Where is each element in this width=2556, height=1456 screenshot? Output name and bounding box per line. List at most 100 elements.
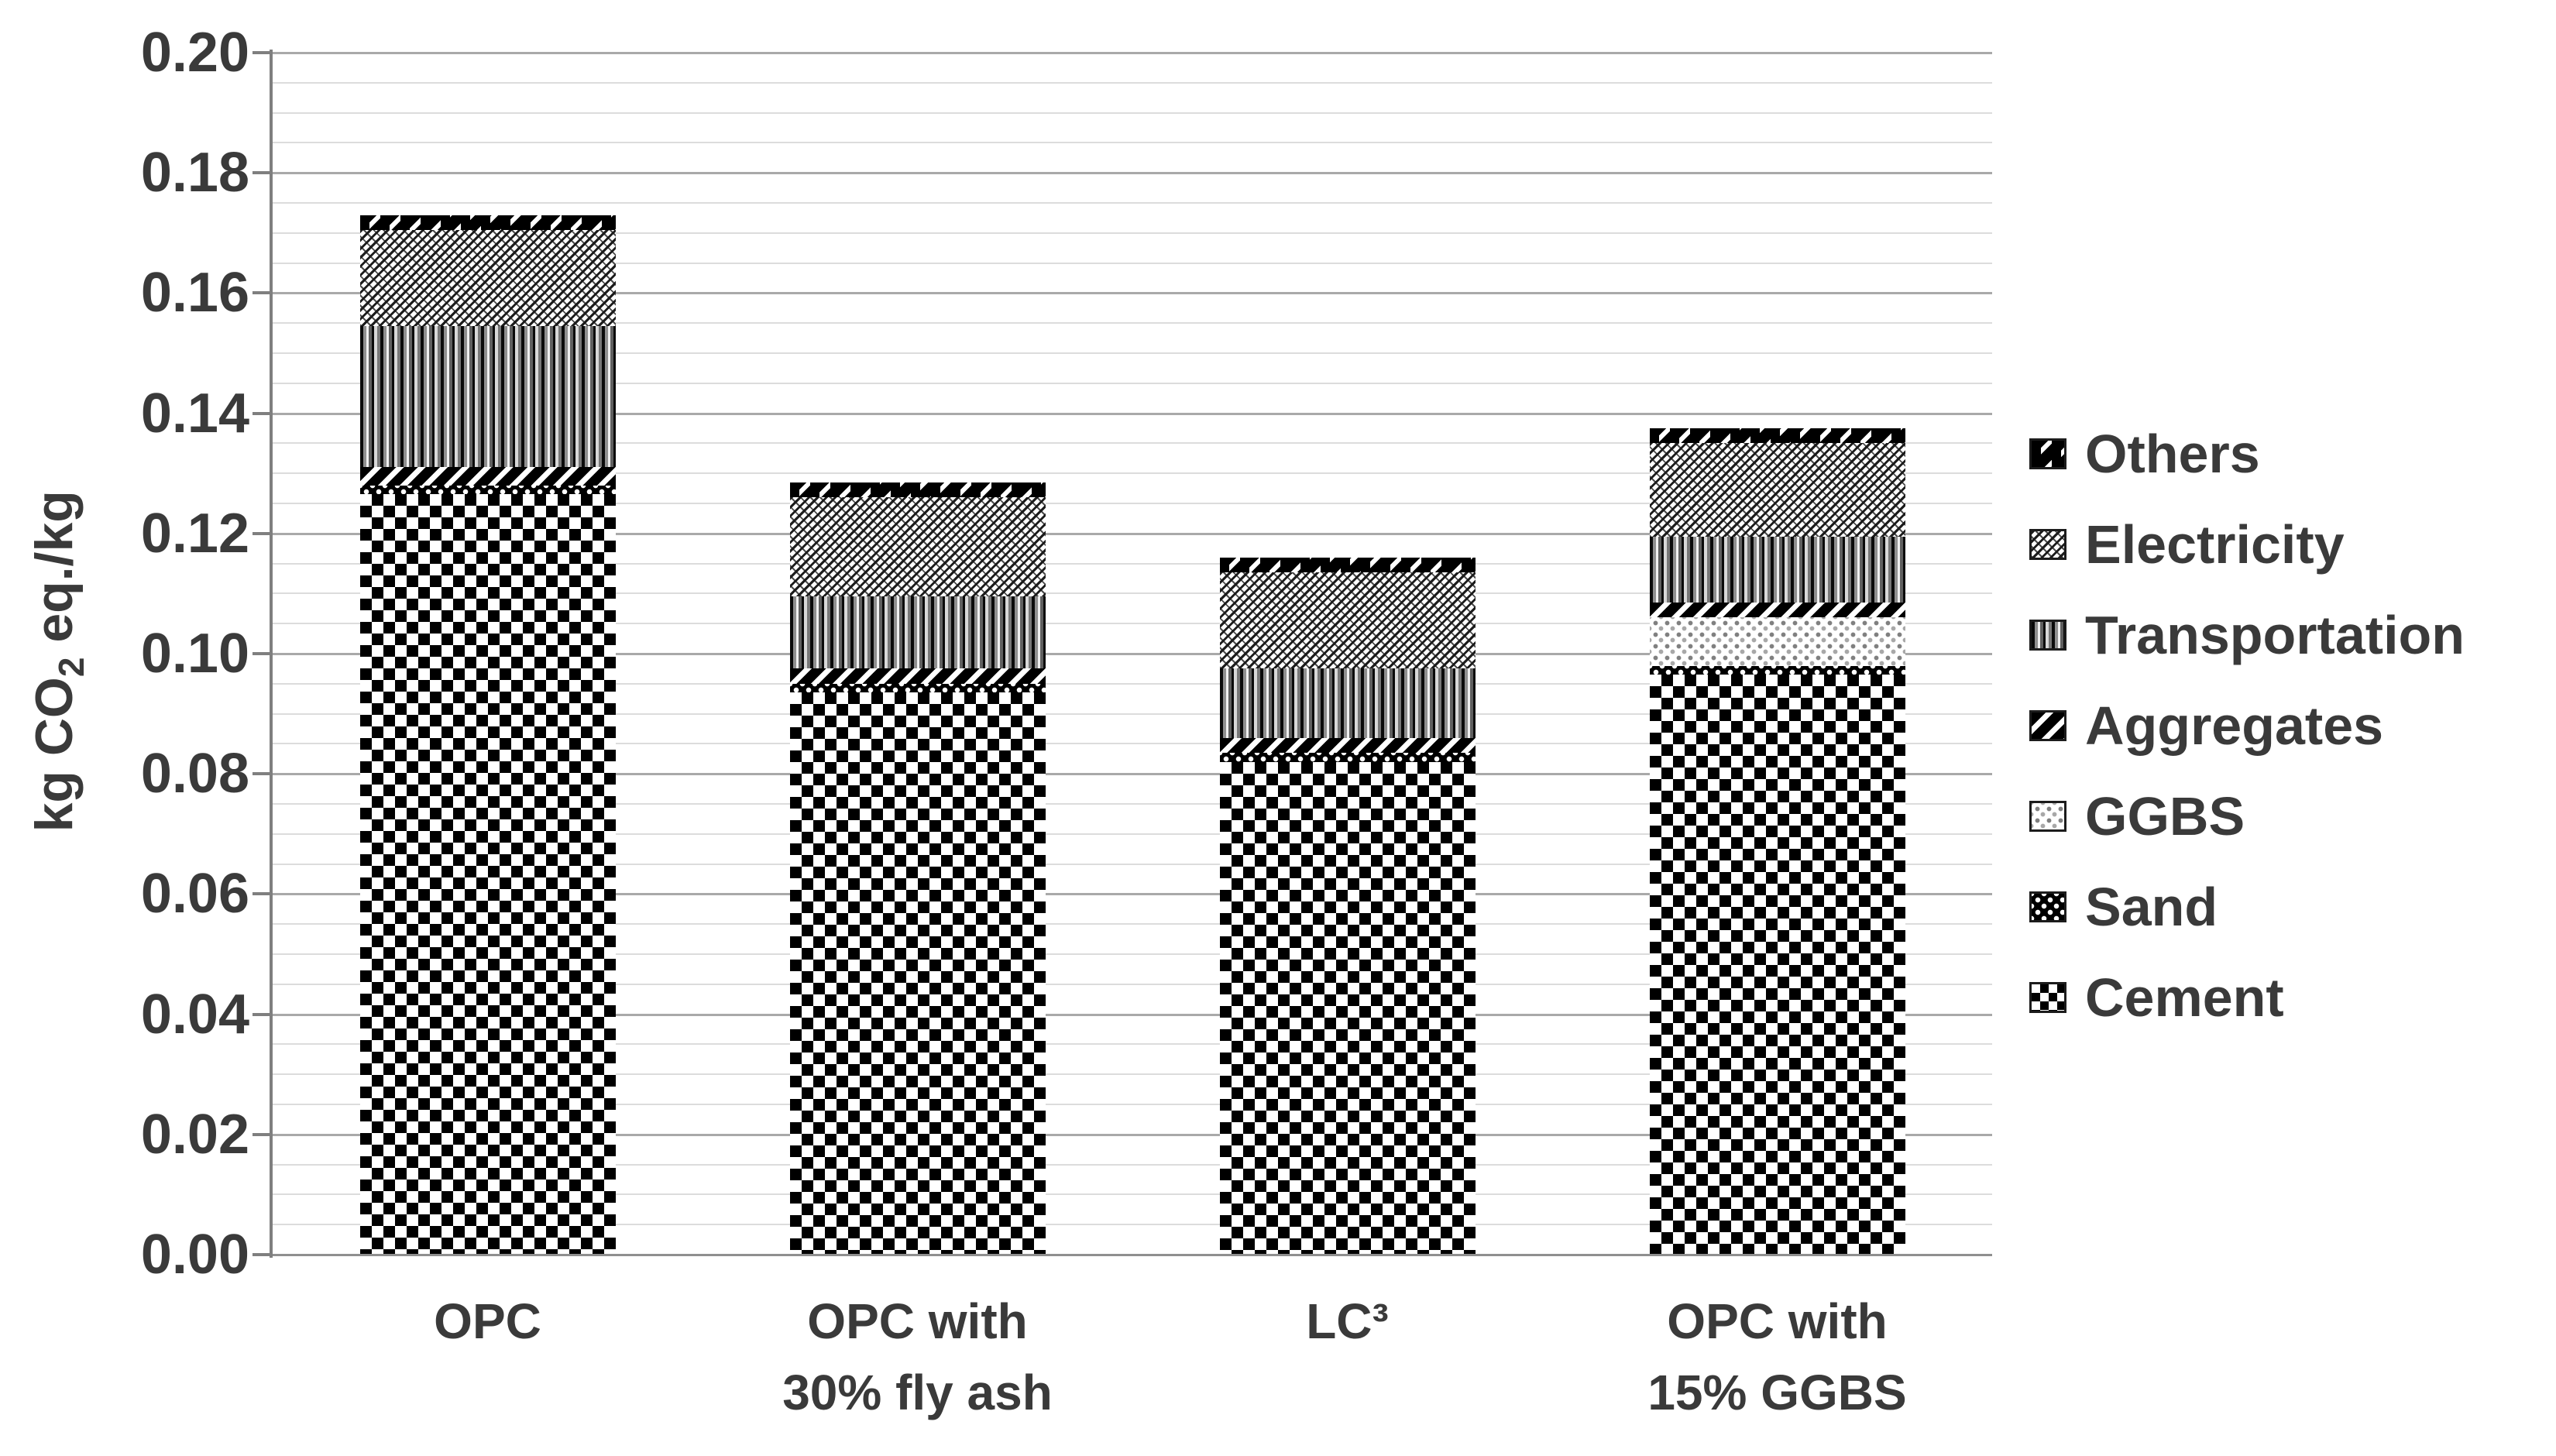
- major-gridline: [273, 52, 1992, 54]
- minor-gridline: [273, 1163, 1992, 1166]
- y-tick-mark: [253, 1012, 273, 1016]
- legend-item-others: Others: [2029, 408, 2260, 499]
- bar-segment-others: [1649, 428, 1905, 444]
- x-category-label: OPC with 15% GGBS: [1561, 1286, 1994, 1428]
- minor-gridline: [273, 382, 1992, 384]
- y-tick-label: 0.10: [140, 623, 249, 685]
- legend-item-sand: Sand: [2029, 861, 2218, 952]
- y-axis-title-prefix: kg CO: [25, 677, 84, 833]
- minor-gridline: [273, 682, 1992, 685]
- minor-gridline: [273, 803, 1992, 805]
- x-category-label-line: OPC with: [807, 1293, 1028, 1349]
- y-tick-label: 0.02: [140, 1103, 249, 1166]
- y-tick-mark: [253, 291, 273, 295]
- y-tick-mark: [253, 1132, 273, 1136]
- bar-segment-cement: [1219, 761, 1476, 1255]
- minor-gridline: [273, 1043, 1992, 1046]
- minor-gridline: [273, 923, 1992, 925]
- bar-segment-cement: [789, 692, 1046, 1255]
- minor-gridline: [273, 592, 1992, 595]
- bar-segment-others: [789, 482, 1046, 498]
- minor-gridline: [273, 1104, 1992, 1105]
- minor-gridline: [273, 1073, 1992, 1076]
- y-tick-label: 0.14: [140, 382, 249, 445]
- x-axis-baseline: [273, 1254, 1992, 1256]
- y-tick-label: 0.06: [140, 863, 249, 925]
- bar-segment-sand: [359, 485, 616, 495]
- bar-4: [1649, 53, 1905, 1255]
- ggbs-pattern-swatch: [2029, 800, 2066, 832]
- y-tick-mark: [253, 892, 273, 896]
- minor-gridline: [273, 81, 1992, 84]
- x-category-label-line: OPC: [434, 1293, 541, 1349]
- legend-label: Electricity: [2085, 513, 2345, 575]
- bar-segment-electricity: [789, 497, 1046, 597]
- bar-segment-aggregates: [359, 467, 616, 486]
- y-tick-mark: [253, 411, 273, 415]
- minor-gridline: [273, 472, 1992, 475]
- minor-gridline: [273, 232, 1992, 234]
- minor-gridline: [273, 863, 1992, 865]
- major-gridline: [273, 893, 1992, 896]
- minor-gridline: [273, 262, 1992, 264]
- bar-segment-electricity: [1649, 443, 1905, 537]
- bar-segment-sand: [1649, 665, 1905, 675]
- legend-label: Others: [2085, 423, 2260, 484]
- minor-gridline: [273, 442, 1992, 445]
- major-gridline: [273, 532, 1992, 535]
- x-category-label: OPC: [271, 1286, 705, 1357]
- minor-gridline: [273, 833, 1992, 835]
- minor-gridline: [273, 983, 1992, 985]
- bar-segment-transportation: [359, 326, 616, 468]
- y-tick-label: 0.00: [140, 1224, 249, 1286]
- y-tick-mark: [253, 51, 273, 54]
- y-tick-label: 0.18: [140, 142, 249, 204]
- bar-segment-sand: [1219, 753, 1476, 762]
- bar-segment-transportation: [1219, 668, 1476, 738]
- bar-segment-ggbs: [1649, 617, 1905, 666]
- legend-label: Transportation: [2085, 604, 2465, 665]
- legend-item-transportation: Transportation: [2029, 589, 2465, 680]
- y-axis-title-suffix: eq./kg: [25, 490, 84, 658]
- y-tick-label: 0.12: [140, 502, 249, 565]
- major-gridline: [273, 1013, 1992, 1016]
- bar-segment-cement: [1649, 675, 1905, 1255]
- bar-segment-cement: [359, 494, 616, 1255]
- legend-item-aggregates: Aggregates: [2029, 680, 2383, 771]
- major-gridline: [273, 1133, 1992, 1136]
- plot-area: [273, 52, 1992, 1255]
- y-axis-title-subscript: 2: [50, 657, 91, 678]
- bar-segment-aggregates: [789, 668, 1046, 684]
- x-category-label: LC³: [1131, 1286, 1565, 1357]
- minor-gridline: [273, 142, 1992, 144]
- y-axis-title: kg CO2 eq./kg: [24, 367, 92, 956]
- legend-label: GGBS: [2085, 785, 2245, 846]
- legend-label: Aggregates: [2085, 695, 2384, 756]
- major-gridline: [273, 653, 1992, 655]
- minor-gridline: [273, 713, 1992, 715]
- legend-item-electricity: Electricity: [2029, 499, 2345, 589]
- sand-pattern-swatch: [2029, 891, 2066, 922]
- y-tick-mark: [253, 531, 273, 535]
- aggregates-pattern-swatch: [2029, 709, 2066, 741]
- bar-segment-transportation: [1649, 536, 1905, 603]
- minor-gridline: [273, 202, 1992, 204]
- transportation-pattern-swatch: [2029, 619, 2066, 651]
- major-gridline: [273, 292, 1992, 295]
- bar-2: [789, 53, 1046, 1255]
- bar-segment-aggregates: [1219, 737, 1476, 754]
- x-category-label-line: LC³: [1306, 1293, 1389, 1349]
- x-category-label: OPC with 30% fly ash: [701, 1286, 1135, 1428]
- legend-item-ggbs: GGBS: [2029, 771, 2245, 861]
- x-category-label-line: 15% GGBS: [1647, 1365, 1907, 1420]
- x-category-label-line: 30% fly ash: [782, 1365, 1053, 1420]
- bar-segment-aggregates: [1649, 603, 1905, 618]
- x-category-label-line: OPC with: [1667, 1293, 1888, 1349]
- minor-gridline: [273, 352, 1992, 354]
- major-gridline: [273, 172, 1992, 175]
- y-tick-mark: [253, 652, 273, 655]
- minor-gridline: [273, 743, 1992, 745]
- minor-gridline: [273, 953, 1992, 955]
- bar-3: [1219, 53, 1476, 1255]
